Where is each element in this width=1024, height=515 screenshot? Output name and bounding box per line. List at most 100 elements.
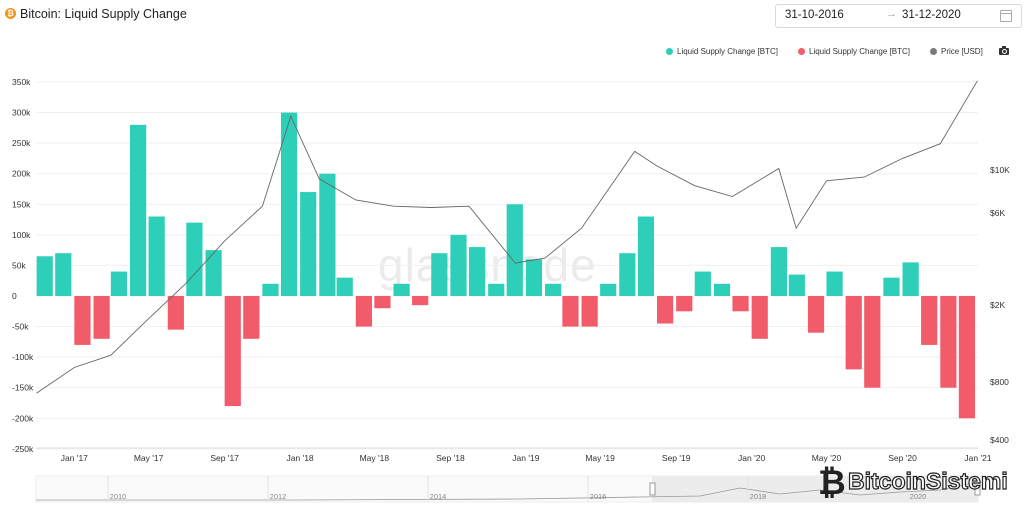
bar xyxy=(130,124,147,296)
price-line xyxy=(36,80,978,394)
bitcoin-logo-icon: ₿ xyxy=(5,8,16,19)
bar xyxy=(148,216,165,296)
bar xyxy=(55,253,72,296)
legend-label: Price [USD] xyxy=(941,47,983,56)
legend-dot-icon xyxy=(798,48,805,55)
bar xyxy=(412,296,429,306)
bar xyxy=(940,296,957,388)
bar xyxy=(224,296,241,407)
navigator-handle-left xyxy=(649,482,656,496)
bar xyxy=(845,296,862,370)
bar xyxy=(186,222,203,296)
bar xyxy=(393,283,410,296)
calendar-icon[interactable] xyxy=(1000,10,1012,22)
bar xyxy=(167,296,184,330)
y-left-tick-label: 0 xyxy=(12,291,17,301)
legend-item-supply-positive[interactable]: Liquid Supply Change [BTC] xyxy=(666,47,778,56)
x-tick-label: Jan '17 xyxy=(61,453,88,463)
camera-icon[interactable] xyxy=(999,46,1009,55)
bar xyxy=(74,296,91,345)
x-tick-label: May '20 xyxy=(812,453,842,463)
bar xyxy=(619,253,636,296)
legend-item-price[interactable]: Price [USD] xyxy=(930,47,983,56)
bar xyxy=(36,256,53,296)
legend-dot-icon xyxy=(666,48,673,55)
header-bar: ₿ Bitcoin: Liquid Supply Change 31-10-20… xyxy=(0,0,1024,30)
navigator-year-label: 2020 xyxy=(910,492,927,501)
legend-dot-icon xyxy=(930,48,937,55)
brand-bitcoin-icon: ₿ xyxy=(818,464,846,502)
x-tick-label: Jan '20 xyxy=(738,453,765,463)
y-left-tick-label: 50k xyxy=(12,260,26,270)
navigator-selection xyxy=(652,476,978,502)
bar xyxy=(545,283,562,296)
bar xyxy=(902,262,919,296)
y-left-axis: 350k 300k 250k 200k 150k 100k 50k 0 -50k -100k -15… xyxy=(12,77,34,454)
navigator-sparkline xyxy=(36,481,979,501)
bar xyxy=(807,296,825,333)
y-right-tick-label: $800 xyxy=(990,377,1009,387)
y-left-tick-label: 150k xyxy=(12,199,31,209)
bar xyxy=(319,173,336,296)
legend-label: Liquid Supply Change [BTC] xyxy=(809,47,910,56)
date-range-picker[interactable]: 31-10-2016 → 31-12-2020 xyxy=(775,4,1022,28)
y-left-tick-label: 200k xyxy=(12,169,31,179)
bar xyxy=(431,253,448,296)
legend-item-supply-negative[interactable]: Liquid Supply Change [BTC] xyxy=(798,47,910,56)
time-navigator: 2010 2012 2014 2016 2018 2020 xyxy=(35,475,981,503)
bar xyxy=(280,112,298,296)
bar xyxy=(506,204,523,296)
date-from-input[interactable]: 31-10-2016 xyxy=(785,9,844,21)
y-right-axis: $10K $6K $2K $800 $400 xyxy=(990,165,1010,445)
x-tick-label: Jan '21 xyxy=(964,453,991,463)
bar xyxy=(958,296,976,419)
bar xyxy=(637,216,655,296)
y-right-tick-label: $6K xyxy=(990,208,1005,218)
x-tick-label: May '19 xyxy=(585,453,615,463)
bar xyxy=(205,250,222,296)
x-tick-label: Sep '17 xyxy=(210,453,239,463)
y-left-tick-label: -250k xyxy=(12,444,34,454)
y-left-tick-label: 350k xyxy=(12,77,31,87)
bar xyxy=(488,283,505,296)
y-right-tick-label: $400 xyxy=(990,435,1009,445)
x-tick-label: Sep '18 xyxy=(436,453,465,463)
legend-label: Liquid Supply Change [BTC] xyxy=(677,47,778,56)
x-tick-label: Jan '18 xyxy=(287,453,314,463)
y-left-tick-label: -150k xyxy=(12,383,34,393)
arrow-right-icon: → xyxy=(886,8,897,20)
bar xyxy=(676,296,693,312)
bar xyxy=(300,192,317,296)
bar xyxy=(732,296,749,312)
navigator-year-label: 2018 xyxy=(750,492,767,501)
navigator-year-label: 2012 xyxy=(270,492,287,501)
bar xyxy=(694,271,711,296)
x-tick-label: Jan '19 xyxy=(512,453,539,463)
bar xyxy=(336,277,353,296)
x-tick-label: May '17 xyxy=(134,453,164,463)
x-tick-label: Sep '19 xyxy=(662,453,691,463)
x-tick-label: May '18 xyxy=(360,453,390,463)
bar xyxy=(262,283,279,296)
brand-text: BitcoinSistemi xyxy=(847,467,1008,494)
bar xyxy=(600,283,617,296)
y-left-tick-label: 300k xyxy=(12,108,31,118)
y-right-tick-label: $10K xyxy=(990,165,1010,175)
bitcoinsistemi-logo: ₿ BitcoinSistemi xyxy=(818,462,1018,506)
bar xyxy=(864,296,881,388)
y-left-tick-label: -200k xyxy=(12,413,34,423)
navigator-year-label: 2010 xyxy=(110,492,127,501)
x-tick-label: Sep '20 xyxy=(888,453,917,463)
date-to-input[interactable]: 31-12-2020 xyxy=(902,9,961,21)
y-left-tick-label: 100k xyxy=(12,230,31,240)
bar xyxy=(562,296,579,327)
navigator-year-label: 2014 xyxy=(430,492,447,501)
bar xyxy=(713,283,731,296)
price-series-line xyxy=(36,80,978,394)
bar xyxy=(450,234,467,296)
bar xyxy=(525,259,543,296)
bar xyxy=(374,296,391,309)
y-left-tick-label: 250k xyxy=(12,138,31,148)
navigator-year-label: 2016 xyxy=(590,492,607,501)
